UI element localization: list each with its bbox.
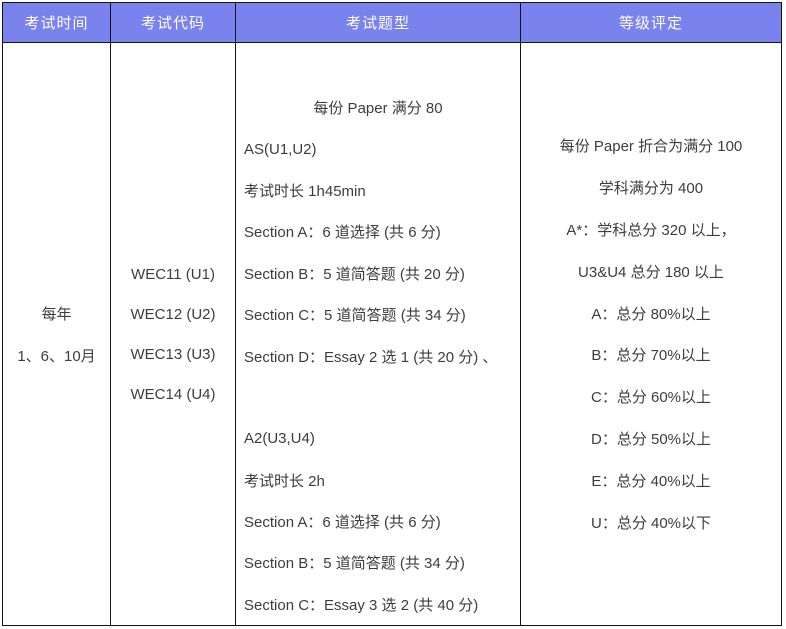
- exam-code-line: WEC12 (U2): [130, 305, 216, 323]
- grading-line: A：总分 80%以上: [591, 305, 711, 323]
- exam-code-line: WEC11 (U1): [131, 265, 215, 283]
- header-exam-time: 考试时间: [3, 3, 111, 42]
- exam-format-line: Section D：Essay 2 选 1 (共 20 分) 、: [244, 348, 498, 366]
- header-exam-code: 考试代码: [111, 3, 236, 42]
- grading-line: E：总分 40%以上: [591, 472, 711, 490]
- exam-format-line: AS(U1,U2): [244, 140, 317, 158]
- grading-line: C：总分 60%以上: [590, 389, 712, 407]
- header-exam-format: 考试题型: [236, 3, 521, 42]
- grading-line: U：总分 40%以下: [590, 514, 712, 532]
- header-grading: 等级评定: [618, 15, 683, 32]
- exam-format-line: Section A：6 道选择 (共 6 分): [244, 514, 441, 532]
- cell-exam-code: WEC11 (U1) WEC12 (U2) WEC13 (U3) WEC14 (…: [111, 43, 236, 625]
- cell-grading: 每份 Paper 折合为满分 100 学科满分为 400 A*：学科总分 320…: [521, 43, 781, 625]
- grading-line: B：总分 70%以上: [591, 347, 711, 365]
- exam-format-line: 每份 Paper 满分 80: [313, 100, 443, 118]
- cell-exam-format: 每份 Paper 满分 80 AS(U1,U2) 考试时长 1h45min Se…: [236, 43, 521, 625]
- exam-format-line: A2(U3,U4): [244, 430, 315, 448]
- grading-line: U3&U4 总分 180 以上: [578, 263, 724, 281]
- exam-format-line: Section C：Essay 3 选 2 (共 40 分): [244, 596, 479, 614]
- exam-format-line: 考试时长 1h45min: [244, 182, 366, 200]
- table-body-row: 每年 1、6、10月 WEC11 (U1) WEC12 (U2) WEC13 (…: [3, 43, 781, 625]
- exam-code-line: WEC13 (U3): [130, 345, 216, 363]
- exam-format-blank-line: [236, 377, 520, 418]
- exam-format-line: Section B：5 道简答题 (共 20 分): [244, 265, 465, 283]
- exam-format-line: Section A：6 道选择 (共 6 分): [244, 224, 441, 242]
- grading-line: A*：学科总分 320 以上，: [566, 222, 736, 239]
- cell-exam-time: 每年 1、6、10月: [3, 43, 111, 625]
- exam-time-line: 1、6、10月: [17, 347, 96, 365]
- grading-line: 学科满分为 400: [598, 180, 704, 198]
- exam-code-line: WEC14 (U4): [130, 385, 216, 403]
- grading-line: 每份 Paper 折合为满分 100: [559, 138, 743, 156]
- exam-time-line: 每年: [41, 305, 72, 323]
- exam-format-line: 考试时长 2h: [244, 472, 325, 490]
- exam-format-line: Section C：5 道简答题 (共 34 分): [244, 307, 466, 325]
- grading-line: D：总分 50%以上: [590, 430, 712, 448]
- table-header-row: 考试时间 考试代码 考试题型 等级评定: [3, 3, 781, 43]
- exam-format-line: Section B：5 道简答题 (共 34 分): [244, 555, 465, 573]
